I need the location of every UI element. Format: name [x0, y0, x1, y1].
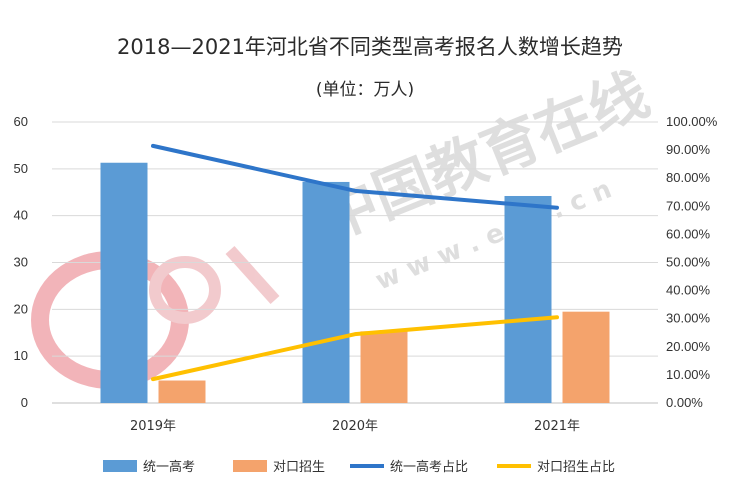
- chart-title: 2018—2021年河北省不同类型高考报名人数增长趋势: [117, 35, 623, 59]
- x-axis: 2019年 2020年 2021年: [130, 419, 580, 434]
- right-tick-label: 20.00%: [666, 339, 711, 354]
- right-tick-label: 50.00%: [666, 255, 711, 270]
- right-tick-label: 60.00%: [666, 226, 711, 241]
- legend: 统一高考 对口招生 统一高考占比 对口招生占比: [103, 459, 615, 475]
- left-tick-label: 0: [21, 395, 28, 410]
- gridlines: [52, 121, 658, 404]
- bar-统一高考: [504, 195, 552, 403]
- line-统一高考占比: [151, 143, 559, 210]
- bar-统一高考: [100, 162, 148, 403]
- bar-对口招生: [360, 331, 408, 403]
- left-tick-label: 10: [14, 348, 28, 363]
- legend-swatch: [103, 460, 137, 472]
- legend-label: 统一高考占比: [390, 459, 468, 475]
- bar-对口招生: [158, 380, 206, 403]
- legend-label: 对口招生占比: [537, 460, 615, 475]
- left-axis: 0 10 20 30 40 50 60: [14, 114, 28, 410]
- bar-统一高考: [302, 181, 350, 403]
- left-tick-label: 60: [14, 114, 28, 129]
- left-tick-label: 50: [14, 161, 28, 176]
- line-对口招生占比: [151, 315, 559, 382]
- right-axis: 0.00% 10.00% 20.00% 30.00% 40.00% 50.00% 60.00…: [666, 114, 718, 410]
- right-tick-label: 10.00%: [666, 367, 711, 382]
- left-tick-label: 30: [14, 255, 28, 270]
- right-tick-label: 30.00%: [666, 311, 711, 326]
- x-tick-label: 2020年: [332, 419, 378, 434]
- legend-label: 对口招生: [273, 460, 325, 475]
- legend-label: 统一高考: [143, 459, 195, 475]
- bar-对口招生: [562, 311, 610, 403]
- right-tick-label: 40.00%: [666, 283, 711, 298]
- x-tick-label: 2021年: [534, 419, 580, 434]
- right-tick-label: 0.00%: [666, 395, 703, 410]
- chart-subtitle: (单位：万人): [316, 80, 414, 100]
- x-tick-label: 2019年: [130, 419, 176, 434]
- lines: [151, 143, 559, 382]
- right-tick-label: 100.00%: [666, 114, 718, 129]
- right-tick-label: 80.00%: [666, 170, 711, 185]
- left-tick-label: 40: [14, 208, 28, 223]
- left-tick-label: 20: [14, 301, 28, 316]
- right-tick-label: 70.00%: [666, 198, 711, 213]
- right-tick-label: 90.00%: [666, 142, 711, 157]
- legend-swatch: [233, 460, 267, 472]
- bars: [100, 162, 610, 403]
